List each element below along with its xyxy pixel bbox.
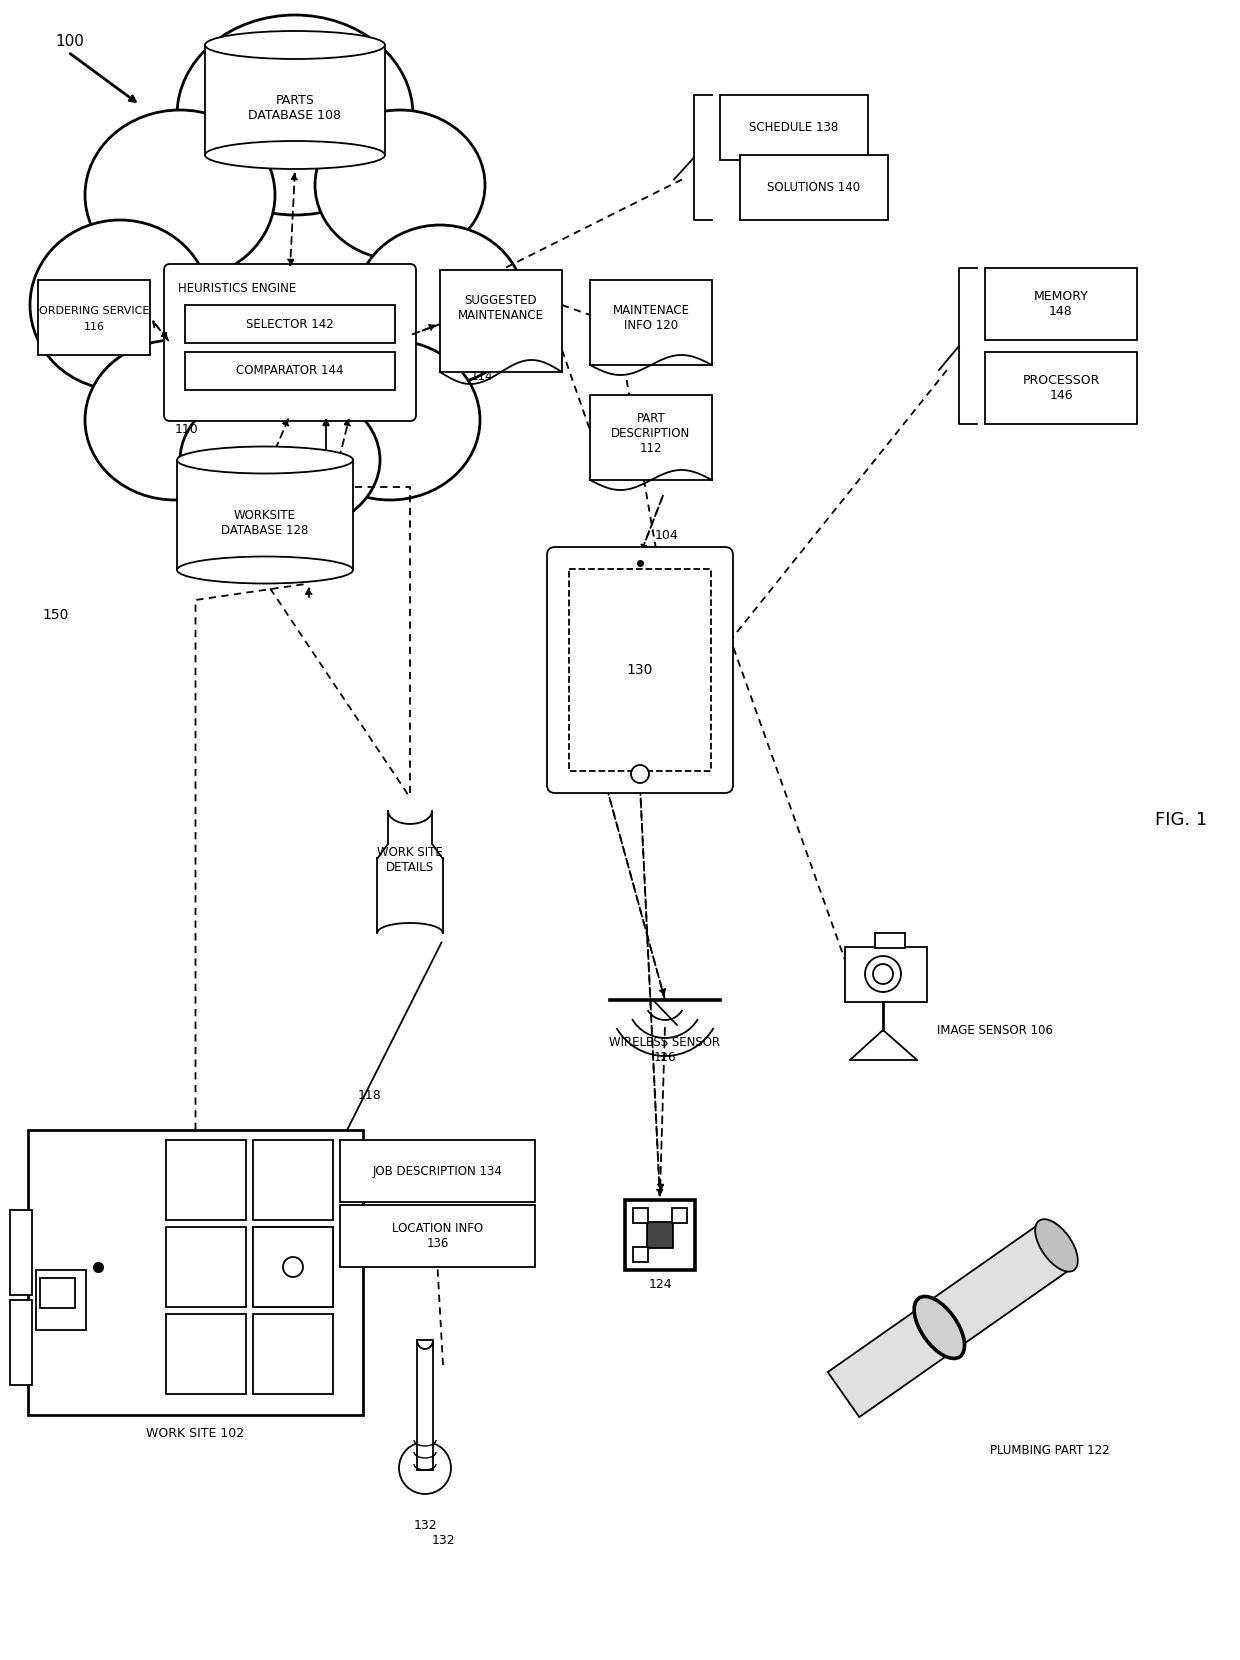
Text: WORKSITE
DATABASE 128: WORKSITE DATABASE 128 — [221, 510, 309, 536]
Bar — [632, 1208, 649, 1223]
Bar — [253, 1140, 334, 1220]
Bar — [166, 1227, 246, 1306]
Text: PARTS
DATABASE 108: PARTS DATABASE 108 — [248, 95, 341, 121]
Bar — [340, 1140, 534, 1202]
Ellipse shape — [177, 556, 353, 584]
Circle shape — [873, 964, 893, 984]
Ellipse shape — [177, 15, 413, 216]
Text: WORK SITE
DETAILS: WORK SITE DETAILS — [377, 847, 443, 875]
Text: SELECTOR 142: SELECTOR 142 — [246, 317, 334, 330]
Text: 150: 150 — [42, 608, 68, 622]
FancyBboxPatch shape — [164, 264, 415, 422]
Bar — [985, 267, 1137, 340]
Bar — [440, 271, 562, 372]
Bar — [177, 460, 353, 569]
Ellipse shape — [914, 1296, 965, 1358]
Ellipse shape — [86, 340, 265, 500]
Bar — [166, 1315, 246, 1394]
Bar — [32, 1134, 159, 1411]
Circle shape — [631, 765, 649, 784]
Ellipse shape — [30, 221, 210, 390]
Bar — [417, 1340, 433, 1471]
Bar — [36, 1270, 86, 1330]
Bar — [166, 1140, 246, 1220]
Bar — [340, 1205, 534, 1267]
Bar — [647, 1222, 673, 1248]
Text: 110: 110 — [175, 423, 198, 435]
Text: SUGGESTED
MAINTENANCE: SUGGESTED MAINTENANCE — [458, 294, 544, 322]
Circle shape — [283, 1257, 303, 1277]
Ellipse shape — [355, 226, 525, 385]
Text: 100: 100 — [55, 35, 84, 50]
Bar — [625, 1200, 694, 1270]
Bar — [185, 305, 396, 344]
Text: 118: 118 — [358, 1089, 382, 1102]
Text: FIG. 1: FIG. 1 — [1154, 812, 1208, 828]
Bar — [29, 1130, 363, 1414]
Bar — [10, 1210, 32, 1295]
Text: WIRELESS SENSOR
126: WIRELESS SENSOR 126 — [609, 1036, 720, 1064]
Bar — [185, 352, 396, 390]
Bar — [590, 395, 712, 480]
Ellipse shape — [205, 141, 384, 169]
Ellipse shape — [177, 447, 353, 473]
Text: LOCATION INFO
136: LOCATION INFO 136 — [392, 1222, 484, 1250]
Bar — [590, 281, 712, 365]
Text: COMPARATOR 144: COMPARATOR 144 — [237, 365, 343, 377]
Bar — [253, 1227, 334, 1306]
Ellipse shape — [315, 110, 485, 261]
Text: 124: 124 — [649, 1278, 672, 1290]
Bar — [875, 933, 905, 948]
Text: HEURISTICS ENGINE: HEURISTICS ENGINE — [179, 282, 296, 294]
Ellipse shape — [1035, 1218, 1078, 1272]
Text: 130: 130 — [626, 662, 653, 677]
Ellipse shape — [86, 110, 275, 281]
Bar — [205, 45, 384, 154]
Text: SOLUTIONS 140: SOLUTIONS 140 — [768, 181, 861, 194]
Text: PROCESSOR
146: PROCESSOR 146 — [1022, 374, 1100, 402]
Ellipse shape — [180, 385, 379, 535]
Bar — [985, 352, 1137, 423]
Bar — [844, 946, 928, 1003]
Circle shape — [866, 956, 901, 993]
Bar — [632, 1247, 649, 1262]
Text: 104: 104 — [655, 528, 678, 541]
Text: SCHEDULE 138: SCHEDULE 138 — [749, 121, 838, 134]
Bar — [720, 95, 868, 159]
Bar — [10, 1300, 32, 1384]
Text: WORK SITE 102: WORK SITE 102 — [146, 1426, 244, 1439]
Polygon shape — [828, 1223, 1073, 1418]
Bar — [740, 154, 888, 221]
Text: PART
DESCRIPTION
112: PART DESCRIPTION 112 — [611, 412, 691, 455]
Text: MEMORY
148: MEMORY 148 — [1034, 290, 1089, 319]
Text: IMAGE SENSOR 106: IMAGE SENSOR 106 — [937, 1024, 1053, 1036]
Bar — [38, 281, 150, 355]
Text: 132: 132 — [413, 1519, 436, 1532]
Circle shape — [399, 1443, 451, 1494]
Text: ORDERING SERVICE: ORDERING SERVICE — [38, 307, 149, 317]
Text: 116: 116 — [83, 322, 104, 332]
Text: MAINTENACE
INFO 120: MAINTENACE INFO 120 — [613, 304, 689, 332]
Text: 132: 132 — [432, 1534, 455, 1547]
Bar — [40, 1278, 74, 1308]
Ellipse shape — [300, 340, 480, 500]
Text: PLUMBING PART 122: PLUMBING PART 122 — [991, 1444, 1110, 1456]
FancyBboxPatch shape — [547, 548, 733, 793]
Bar — [672, 1208, 687, 1223]
Ellipse shape — [205, 32, 384, 60]
Bar — [253, 1227, 334, 1306]
Bar — [569, 569, 711, 770]
Bar — [253, 1315, 334, 1394]
Text: 114: 114 — [470, 370, 494, 382]
Text: JOB DESCRIPTION 134: JOB DESCRIPTION 134 — [372, 1165, 502, 1177]
